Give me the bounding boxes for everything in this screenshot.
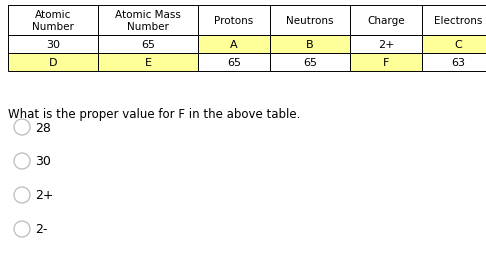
Bar: [98, 6, 198, 36]
Text: 65: 65: [303, 58, 317, 68]
Text: Atomic Mass
Number: Atomic Mass Number: [115, 10, 181, 32]
Text: 30: 30: [35, 155, 51, 168]
Bar: [98, 36, 198, 54]
Text: E: E: [144, 58, 152, 68]
Text: What is the proper value for F in the above table.: What is the proper value for F in the ab…: [8, 108, 300, 121]
Bar: [8, 6, 98, 36]
Bar: [350, 6, 422, 36]
Bar: [270, 6, 350, 36]
Text: 2+: 2+: [378, 40, 394, 50]
Text: 2-: 2-: [35, 223, 47, 235]
Text: 65: 65: [141, 40, 155, 50]
Bar: [8, 54, 98, 72]
Text: 63: 63: [451, 58, 465, 68]
Bar: [98, 54, 198, 72]
Text: B: B: [306, 40, 314, 50]
Bar: [8, 36, 98, 54]
Text: Electrons: Electrons: [434, 16, 482, 26]
Text: Charge: Charge: [367, 16, 405, 26]
Bar: [350, 36, 422, 54]
Text: A: A: [230, 40, 238, 50]
Text: Neutrons: Neutrons: [286, 16, 334, 26]
Text: F: F: [383, 58, 389, 68]
Bar: [198, 6, 270, 36]
Bar: [350, 54, 422, 72]
Bar: [270, 54, 350, 72]
Bar: [198, 54, 270, 72]
Bar: [422, 6, 486, 36]
Text: Protons: Protons: [214, 16, 254, 26]
Text: 28: 28: [35, 121, 51, 134]
Bar: [422, 54, 486, 72]
Bar: [270, 36, 350, 54]
Text: Atomic
Number: Atomic Number: [32, 10, 74, 32]
Text: 2+: 2+: [35, 189, 53, 202]
Bar: [422, 36, 486, 54]
Text: C: C: [454, 40, 462, 50]
Text: 30: 30: [46, 40, 60, 50]
Text: 65: 65: [227, 58, 241, 68]
Text: D: D: [49, 58, 57, 68]
Bar: [198, 36, 270, 54]
